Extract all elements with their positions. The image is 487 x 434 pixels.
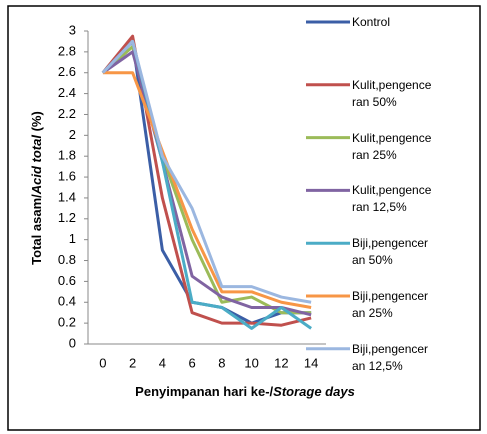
- y-label-part: Acid total: [29, 135, 44, 196]
- x-tick-label: 10: [244, 355, 258, 370]
- y-tick-label: 2.8: [58, 43, 76, 58]
- legend-label: Kulit,pengenceran 12,5%: [352, 183, 432, 215]
- series-line: [102, 50, 312, 317]
- x-tick-label: 6: [189, 355, 196, 370]
- x-tick-label: 2: [129, 355, 136, 370]
- y-label-part: Total asam/: [29, 194, 44, 265]
- chart-frame: [7, 5, 481, 431]
- legend-label: Biji,pengenceran 25%: [352, 289, 429, 320]
- legend-label: Kulit,pengenceran 50%: [352, 77, 432, 109]
- x-tick-label: 14: [304, 355, 318, 370]
- x-tick-label: 12: [274, 355, 288, 370]
- y-tick-label: 0: [69, 335, 76, 350]
- series-line: [102, 71, 312, 309]
- y-tick-label: 1: [69, 231, 76, 246]
- x-tick-label: 0: [99, 355, 106, 370]
- y-tick-label: 0.6: [58, 273, 76, 288]
- y-tick-label: 2.4: [58, 85, 76, 100]
- series-line: [101, 39, 312, 325]
- x-tick-label: 8: [218, 355, 225, 370]
- x-label-part: Penyimpanan hari ke-/: [135, 384, 273, 399]
- legend-label: Biji,pengenceran 12,5%: [352, 341, 429, 373]
- y-tick-label: 0.8: [58, 252, 76, 267]
- x-label-part: Storage days: [273, 384, 355, 399]
- series-line: [101, 45, 312, 315]
- y-tick-label: 1.2: [58, 210, 76, 225]
- y-tick-label: 2.6: [58, 64, 76, 79]
- y-tick-label: 1.8: [58, 148, 76, 163]
- y-label-part: (%): [29, 111, 44, 135]
- y-axis-label: Total asam/Acid total (%): [29, 111, 44, 265]
- y-tick-label: 0.2: [58, 315, 76, 330]
- y-tick-label: 2: [69, 127, 76, 142]
- y-tick-label: 1.6: [58, 169, 76, 184]
- y-tick-label: 2.2: [58, 106, 76, 121]
- x-tick-label: 4: [159, 355, 166, 370]
- y-tick-label: 1.4: [58, 189, 76, 204]
- x-axis-label: Penyimpanan hari ke-/Storage days: [135, 384, 355, 399]
- legend-label: Biji,pengenceran 50%: [352, 236, 429, 268]
- legend-label: Kontrol: [352, 15, 391, 29]
- y-tick-label: 0.4: [58, 294, 76, 309]
- series-line: [101, 39, 312, 304]
- y-tick-label: 3: [69, 22, 76, 37]
- legend-label: Kulit,pengenceran 25%: [352, 130, 432, 162]
